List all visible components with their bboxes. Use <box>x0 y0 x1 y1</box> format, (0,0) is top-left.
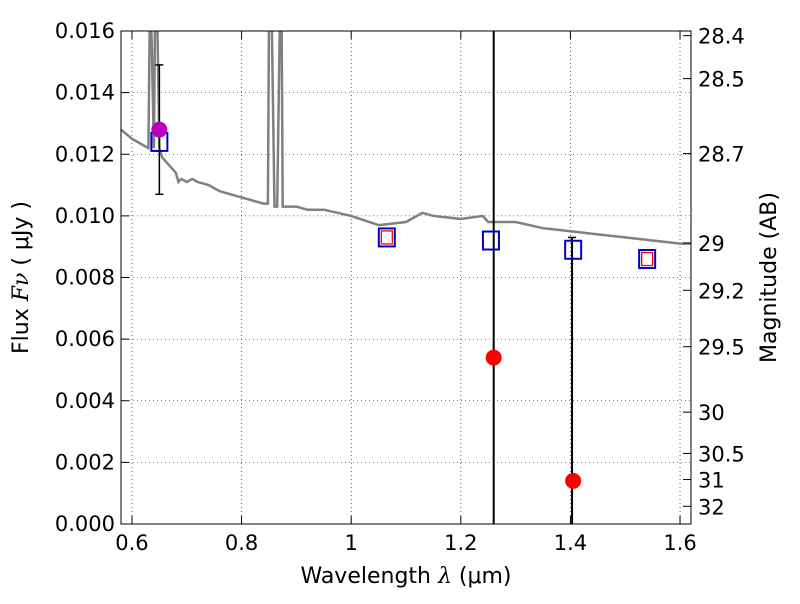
y2-tick-label: 29.2 <box>698 279 745 303</box>
y-tick-label: 0.006 <box>55 327 115 351</box>
y-tick-label: 0.012 <box>55 142 115 166</box>
x-tick-label: 1.4 <box>554 531 587 555</box>
y2-tick-label: 28.5 <box>698 68 745 92</box>
y-tick-label: 0.016 <box>55 19 115 43</box>
upper-limit-point <box>485 349 502 366</box>
y2-tick-label: 28.4 <box>698 25 745 49</box>
y2-tick-label: 30 <box>698 401 725 425</box>
y-tick-label: 0.004 <box>55 389 115 413</box>
model-photometry-inner-box <box>380 230 393 245</box>
x-tick-label: 1 <box>345 531 358 555</box>
x-tick-label: 0.6 <box>115 531 148 555</box>
tick-layer: 0.6 0.8 1 1.2 1.4 1.6 0.000 0.002 0.004 0.006 0.00… <box>55 19 745 555</box>
y2-tick-label: 28.7 <box>698 143 745 167</box>
y-axis-label: Flux Fν ( μJy ) <box>9 201 34 354</box>
y-tick-label: 0.008 <box>55 266 115 290</box>
y2-axis-label: Magnitude (AB) <box>757 192 782 363</box>
x-tick-label: 0.8 <box>225 531 258 555</box>
y-tick-label: 0.000 <box>55 512 115 536</box>
model-photometry-box <box>638 249 657 270</box>
model-photometry-box <box>564 239 583 260</box>
model-photometry-box <box>377 227 396 248</box>
y-tick-label: 0.014 <box>55 81 115 105</box>
y-tick-label: 0.010 <box>55 204 115 228</box>
y2-tick-label: 29.5 <box>698 336 745 360</box>
y2-tick-label: 32 <box>698 495 725 519</box>
y2-tick-label: 30.5 <box>698 442 745 466</box>
y-tick-label: 0.002 <box>55 450 115 474</box>
model-photometry-inner-box <box>641 251 654 267</box>
detection-point <box>151 121 168 138</box>
x-tick-label: 1.6 <box>663 531 696 555</box>
x-axis-label: Wavelength λ (μm) <box>300 564 511 589</box>
y2-tick-label: 29 <box>698 232 725 256</box>
y2-tick-label: 31 <box>698 468 725 492</box>
plot-layer <box>121 31 691 524</box>
model-photometry-box <box>481 230 500 251</box>
x-tick-label: 1.2 <box>444 531 477 555</box>
upper-limit-point <box>565 472 582 489</box>
